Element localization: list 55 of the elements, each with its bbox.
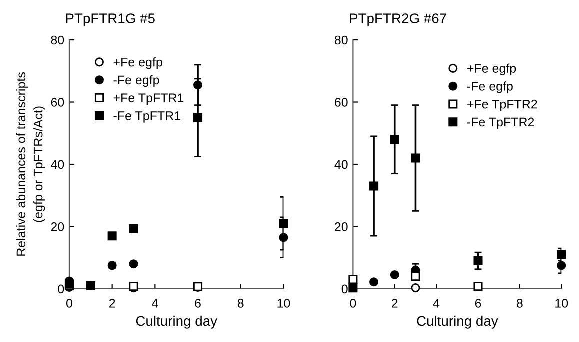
y-tick-label: 20	[335, 222, 348, 232]
x-tick-label: 8	[517, 299, 523, 308]
point	[370, 182, 379, 191]
point	[370, 278, 379, 287]
point	[557, 261, 566, 270]
x-axis-title: Culturing day	[417, 316, 498, 329]
y-axis-title: Relative abunances of transcripts (egfp or TpFTRs/Act)	[16, 72, 46, 256]
x-tick-label: 8	[238, 299, 244, 308]
x-tick-label: 2	[109, 299, 116, 308]
point	[474, 282, 483, 292]
legend-label: +Fe egfp	[468, 64, 516, 76]
point	[390, 135, 400, 144]
x-tick-label: 6	[195, 299, 201, 308]
y-tick-label: 0	[342, 284, 348, 294]
x-tick-label: 4	[433, 299, 440, 308]
chart-title: PTpFTR1G #5	[66, 14, 155, 26]
point	[390, 270, 400, 280]
y-tick-label: 80	[51, 36, 64, 45]
x-tick-label: 0	[66, 299, 72, 308]
x-tick-label: 6	[475, 299, 482, 308]
point	[129, 260, 138, 269]
y-tick-label: 0	[58, 284, 64, 294]
point	[194, 113, 203, 122]
y-tick-label: 40	[51, 160, 64, 170]
y-tick-label: 80	[334, 36, 348, 45]
legend-label: +Fe TpFTR2	[468, 100, 538, 112]
legend-label: +Fe egfp	[114, 58, 162, 70]
point	[411, 284, 420, 293]
point	[279, 233, 288, 242]
y-tick-label: 20	[51, 222, 64, 232]
x-tick-label: 0	[350, 299, 356, 308]
y-tick-label: 40	[334, 160, 348, 170]
point	[411, 272, 420, 282]
point	[348, 284, 358, 293]
point	[194, 80, 203, 90]
point	[279, 219, 288, 228]
x-axis-title: Culturing day	[136, 316, 218, 329]
legend-label: -Fe egfp	[467, 82, 513, 94]
legend-label: -Fe TpFTR1	[114, 112, 180, 123]
point	[194, 282, 203, 292]
chart-title: PTpFTR2G #67	[350, 14, 446, 26]
legend-label: -Fe TpFTR2	[467, 118, 534, 130]
y-tick-label: 60	[51, 98, 64, 107]
y-tick-label: 60	[335, 98, 348, 107]
point	[411, 154, 420, 163]
point	[108, 232, 117, 241]
x-tick-label: 4	[152, 299, 158, 308]
x-tick-label: 10	[556, 299, 568, 308]
legend-label: -Fe egfp	[114, 75, 160, 88]
point	[129, 224, 138, 234]
legend-label: +Fe TpFTR1	[114, 94, 184, 105]
x-tick-label: 10	[278, 299, 290, 308]
point	[348, 275, 358, 284]
point	[474, 256, 483, 266]
x-tick-label: 2	[392, 299, 398, 308]
